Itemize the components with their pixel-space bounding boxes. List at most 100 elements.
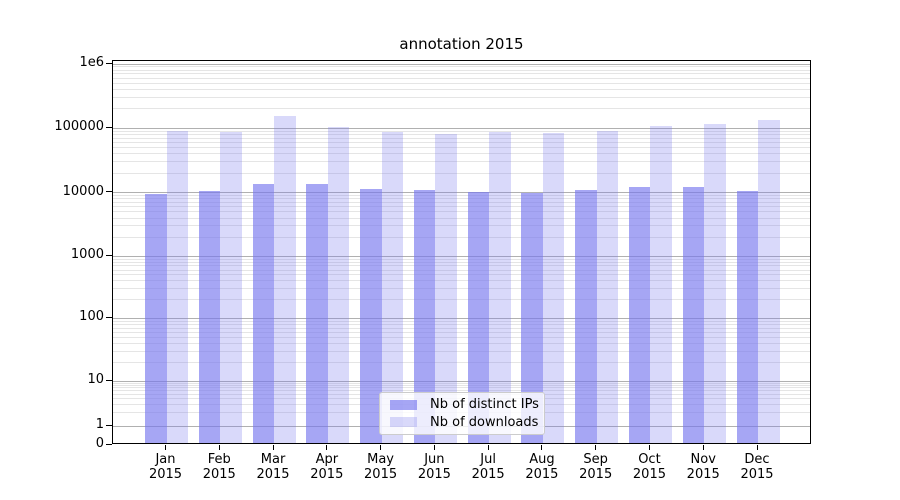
minor-gridline <box>113 82 810 84</box>
bar-feb-downloads <box>220 132 242 443</box>
minor-gridline <box>113 261 810 263</box>
bar-nov-downloads <box>704 123 726 443</box>
x-tick-year: 2015 <box>417 467 451 482</box>
bar-sep-distinct-ips <box>575 189 597 443</box>
minor-gridline <box>113 108 810 110</box>
y-tick-label: 1 <box>95 417 104 432</box>
x-tick-year: 2015 <box>632 467 666 482</box>
x-tickmark <box>487 445 489 450</box>
x-tick-label: Jul 2015 <box>456 452 520 482</box>
minor-gridline <box>113 147 810 149</box>
y-tick-label: 100 <box>79 309 104 325</box>
x-tickmark <box>595 445 597 450</box>
legend-label-downloads: Nb of downloads <box>430 414 539 430</box>
minor-gridline <box>113 350 810 352</box>
legend-swatch-distinct-ips <box>390 399 417 410</box>
x-tickmark <box>218 445 220 450</box>
x-tick-year: 2015 <box>686 467 720 482</box>
x-tick-month: Jun <box>424 452 445 467</box>
y-tick-label: 10000 <box>62 183 104 199</box>
major-gridline <box>113 317 810 319</box>
minor-gridline <box>113 217 810 219</box>
bar-mar-distinct-ips <box>252 184 275 443</box>
x-tick-label: Jan 2015 <box>134 452 198 482</box>
minor-gridline <box>113 327 810 329</box>
bar-apr-distinct-ips <box>306 184 328 443</box>
minor-gridline <box>113 288 810 290</box>
minor-gridline <box>113 137 810 139</box>
x-tickmark <box>272 445 274 450</box>
minor-gridline <box>113 387 810 389</box>
bar-jan-downloads <box>166 130 188 443</box>
y-tick-label: 10 <box>87 372 104 387</box>
x-tick-month: May <box>367 452 395 467</box>
minor-gridline <box>113 323 810 325</box>
plot-area <box>112 60 811 444</box>
y-tick-label: 1000 <box>70 247 104 263</box>
y-tickmark <box>106 126 112 128</box>
x-tick-month: Jul <box>480 452 496 467</box>
x-tick-label: Nov 2015 <box>671 452 735 482</box>
x-tick-month: Oct <box>638 452 661 467</box>
x-tick-label: Jun 2015 <box>402 452 466 482</box>
bar-jun-distinct-ips <box>413 190 436 443</box>
minor-gridline <box>113 225 810 227</box>
minor-gridline <box>113 320 810 322</box>
x-tick-label: Mar 2015 <box>241 452 305 482</box>
x-tickmark <box>756 445 758 450</box>
bar-oct-downloads <box>650 125 672 443</box>
x-tickmark <box>702 445 704 450</box>
x-tick-label: Aug 2015 <box>510 452 574 482</box>
x-tick-year: 2015 <box>740 467 774 482</box>
y-tickmark <box>106 254 112 256</box>
x-tickmark <box>165 445 166 450</box>
minor-gridline <box>113 130 810 132</box>
minor-gridline <box>113 69 810 71</box>
major-gridline <box>113 63 810 65</box>
bar-may-distinct-ips <box>360 189 382 443</box>
minor-gridline <box>113 274 810 276</box>
legend-label-distinct-ips: Nb of distinct IPs <box>430 397 539 413</box>
bar-mar-downloads <box>274 116 296 443</box>
x-tick-label: Sep 2015 <box>564 452 628 482</box>
bar-jul-distinct-ips <box>467 192 490 443</box>
bar-sep-downloads <box>596 130 619 443</box>
minor-gridline <box>113 258 810 260</box>
y-tickmark <box>106 424 112 426</box>
minor-gridline <box>113 236 810 238</box>
x-tick-year: 2015 <box>310 467 344 482</box>
chart-title: annotation 2015 <box>399 35 524 53</box>
minor-gridline <box>113 211 810 213</box>
x-tick-label: Oct 2015 <box>617 452 681 482</box>
bar-nov-distinct-ips <box>682 186 705 443</box>
x-tick-label: Apr 2015 <box>295 452 359 482</box>
x-tickmark <box>433 445 435 450</box>
minor-gridline <box>113 195 810 197</box>
minor-gridline <box>113 77 810 79</box>
y-tick-label: 0 <box>95 436 104 451</box>
x-tick-year: 2015 <box>364 467 398 482</box>
y-tickmark <box>106 191 112 193</box>
bar-feb-distinct-ips <box>198 191 221 443</box>
minor-gridline <box>113 342 810 344</box>
y-tick-label: 1e6 <box>79 55 104 70</box>
minor-gridline <box>113 331 810 333</box>
x-tick-label: Dec 2015 <box>725 452 789 482</box>
x-tick-label: Feb 2015 <box>187 452 251 482</box>
x-tick-month: Sep <box>583 452 608 467</box>
x-tickmark <box>380 445 382 450</box>
bar-dec-downloads <box>758 119 780 443</box>
bar-dec-distinct-ips <box>736 190 758 443</box>
bar-apr-downloads <box>327 126 350 443</box>
minor-gridline <box>113 202 810 204</box>
minor-gridline <box>113 382 810 384</box>
y-tickmark <box>106 62 112 64</box>
x-tick-month: Apr <box>315 452 339 467</box>
minor-gridline <box>113 97 810 99</box>
y-tick-label: 100000 <box>54 119 104 135</box>
x-tickmark <box>541 445 543 450</box>
x-tick-year: 2015 <box>202 467 236 482</box>
x-tick-month: Dec <box>744 452 770 467</box>
x-tick-month: Mar <box>260 452 286 467</box>
